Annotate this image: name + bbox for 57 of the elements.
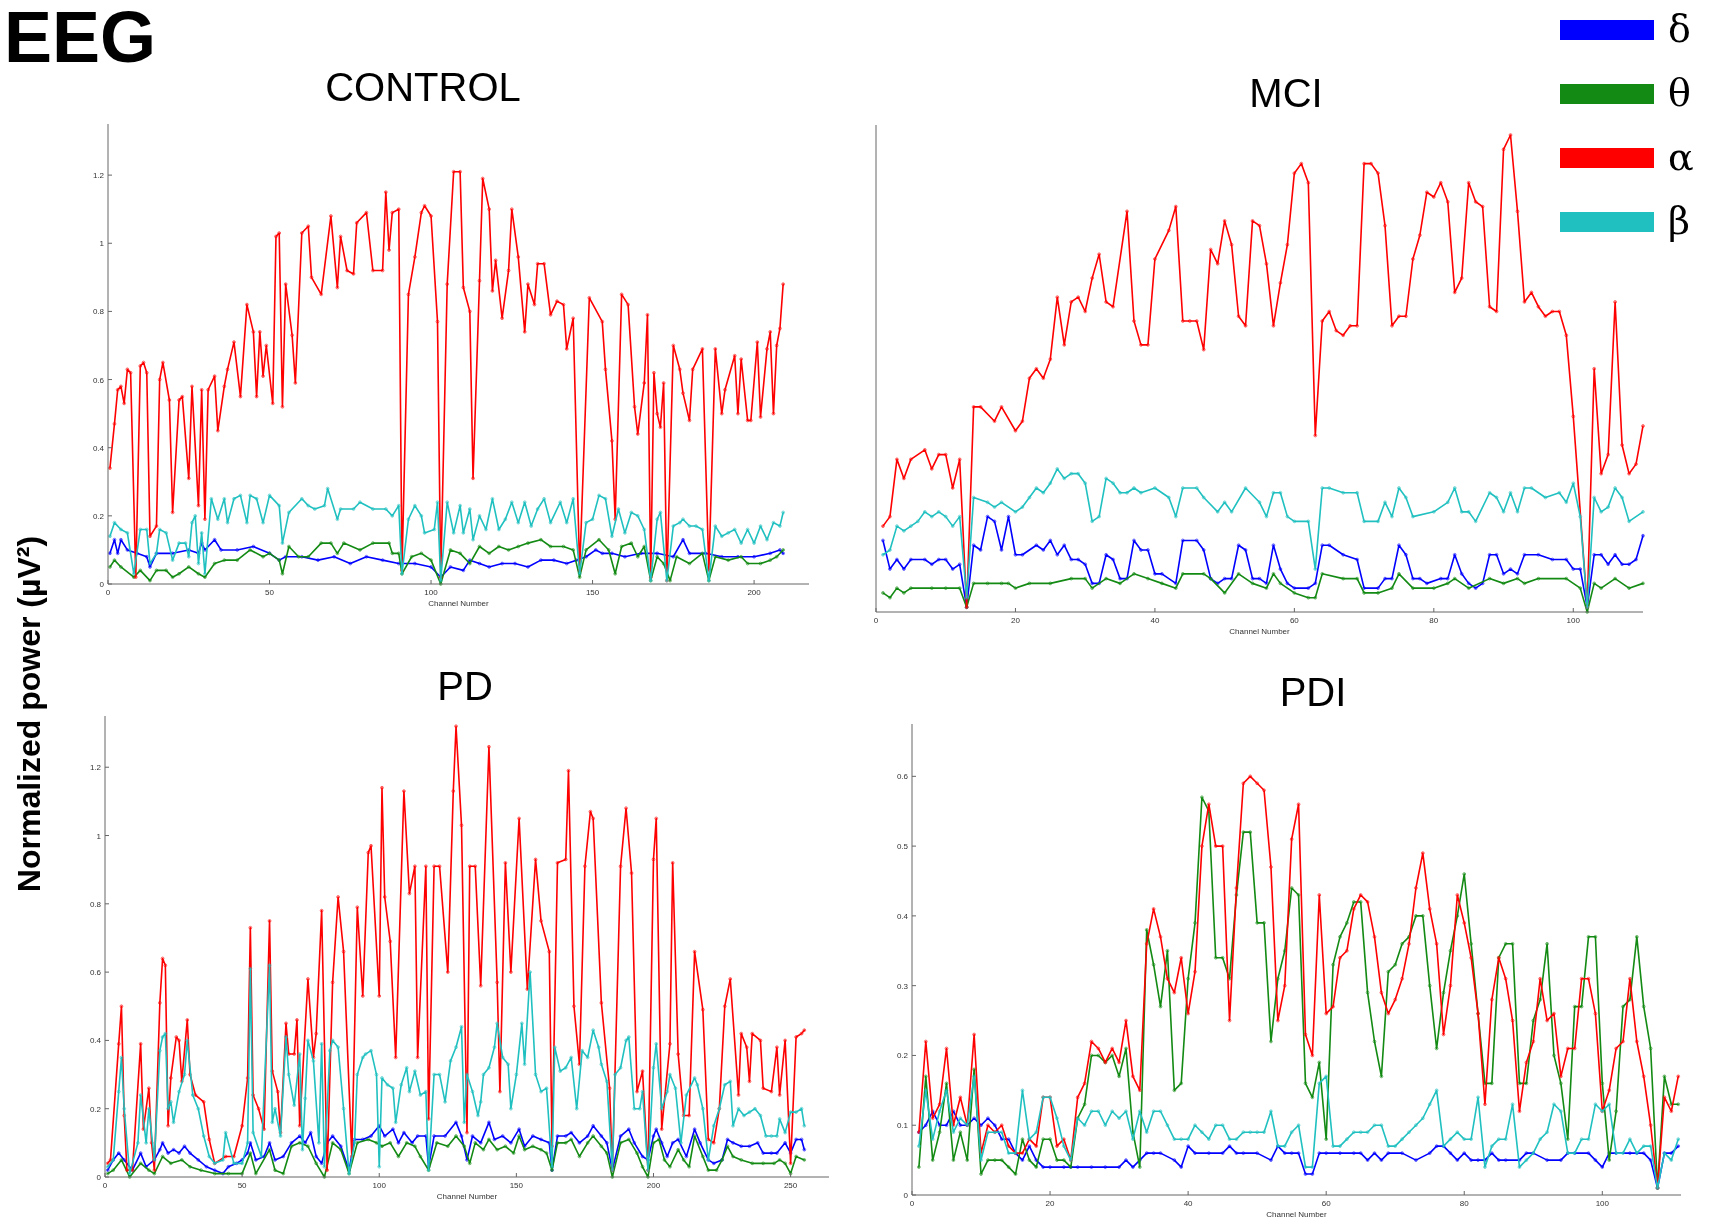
x-tick-label: 0 — [909, 1199, 915, 1208]
x-tick-label: 60 — [1289, 616, 1300, 625]
x-axis-title: Channel Number — [428, 599, 490, 608]
y-tick-label: 0.8 — [92, 307, 105, 317]
x-tick-label: 40 — [1183, 1199, 1194, 1208]
chart-title: PD — [437, 664, 493, 708]
x-tick-label: 200 — [747, 588, 762, 597]
chart-title: CONTROL — [325, 65, 521, 109]
x-tick-label: 20 — [1011, 616, 1021, 625]
chart-title: PDI — [1279, 670, 1347, 714]
x-tick-label: 100 — [1595, 1199, 1610, 1208]
x-axis-title: Channel Number — [436, 1192, 498, 1201]
y-tick-label: 0.3 — [896, 981, 909, 991]
x-tick-label: 50 — [237, 1181, 248, 1190]
y-tick-label: 0.1 — [896, 1121, 909, 1131]
y-tick-label: 0.2 — [92, 511, 105, 521]
x-tick-label: 150 — [509, 1181, 524, 1190]
x-tick-label: 20 — [1045, 1199, 1056, 1208]
y-tick-label: 0.6 — [89, 968, 102, 978]
y-tick-label: 0 — [99, 580, 105, 589]
y-tick-label: 1 — [99, 239, 105, 249]
y-tick-label: 0.2 — [89, 1104, 102, 1114]
x-tick-label: 100 — [372, 1181, 387, 1190]
x-tick-label: 60 — [1321, 1199, 1332, 1208]
x-tick-label: 80 — [1429, 616, 1439, 625]
legend-label: α — [1668, 135, 1694, 179]
y-tick-label: 0.6 — [896, 772, 909, 782]
y-tick-label: 0.8 — [89, 899, 102, 909]
x-tick-label: 150 — [585, 588, 600, 597]
x-tick-label: 0 — [873, 616, 879, 625]
x-tick-label: 250 — [783, 1181, 798, 1190]
y-tick-label: 0 — [96, 1173, 102, 1182]
y-tick-label: 0.4 — [89, 1036, 102, 1046]
y-tick-label: 0.2 — [896, 1051, 909, 1061]
y-tick-label: 0 — [903, 1191, 909, 1200]
y-tick-label: 1.2 — [92, 171, 105, 181]
y-tick-label: 0.6 — [92, 375, 105, 385]
y-tick-label: 0.4 — [896, 911, 909, 921]
x-tick-label: 0 — [105, 588, 111, 597]
x-tick-label: 100 — [1566, 616, 1581, 625]
legend-label: θ — [1668, 71, 1691, 115]
x-tick-label: 40 — [1150, 616, 1160, 625]
x-tick-label: 100 — [424, 588, 439, 597]
y-axis-title: Normalized power (µV²) — [11, 535, 47, 893]
y-tick-label: 0.4 — [92, 443, 105, 453]
y-tick-label: 1.2 — [89, 763, 102, 773]
y-tick-label: 0.5 — [896, 842, 909, 852]
x-tick-label: 200 — [646, 1181, 661, 1190]
legend-label: δ — [1668, 7, 1691, 51]
x-tick-label: 80 — [1459, 1199, 1470, 1208]
y-tick-label: 1 — [96, 831, 102, 841]
x-axis-title: Channel Number — [1229, 627, 1291, 636]
chart-title: MCI — [1249, 71, 1323, 115]
x-tick-label: 50 — [265, 588, 275, 597]
x-axis-title: Channel Number — [1266, 1210, 1328, 1219]
legend-label: β — [1668, 199, 1690, 243]
text: EEG — [4, 0, 157, 77]
